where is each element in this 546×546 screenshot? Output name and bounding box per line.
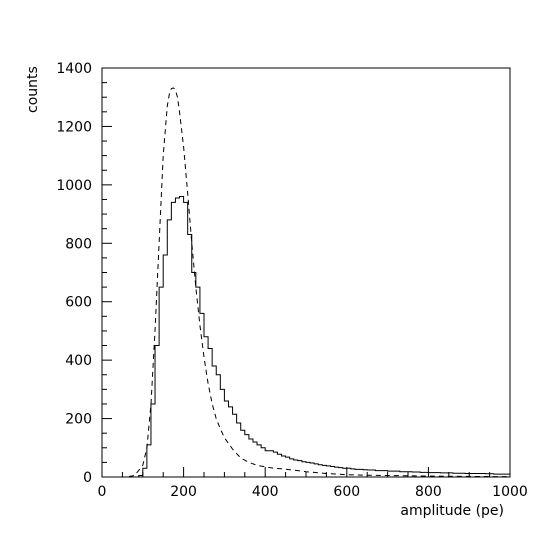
x-tick-label: 1000 xyxy=(492,484,528,500)
y-axis-label: counts xyxy=(25,66,41,113)
y-tick-label: 1400 xyxy=(56,61,92,77)
x-tick-label: 600 xyxy=(333,484,360,500)
y-tick-label: 600 xyxy=(65,295,92,311)
x-tick-label: 800 xyxy=(415,484,442,500)
axis-tick-labels: 0 200 400 600 800 1000 0 200 400 600 800 1000 1200 14… xyxy=(56,61,527,500)
x-tick-label: 200 xyxy=(170,484,197,500)
y-tick-label: 1200 xyxy=(56,119,92,135)
y-tick-label: 200 xyxy=(65,412,92,428)
x-tick-label: 0 xyxy=(98,484,107,500)
y-tick-label: 0 xyxy=(83,470,92,486)
measured-histogram xyxy=(138,196,511,477)
y-tick-label: 400 xyxy=(65,353,92,369)
simulated-dashed-curve xyxy=(102,87,511,478)
y-tick-label: 800 xyxy=(65,236,92,252)
x-axis-label: amplitude (pe) xyxy=(400,503,504,519)
y-tick-label: 1000 xyxy=(56,178,92,194)
x-tick-label: 400 xyxy=(252,484,279,500)
